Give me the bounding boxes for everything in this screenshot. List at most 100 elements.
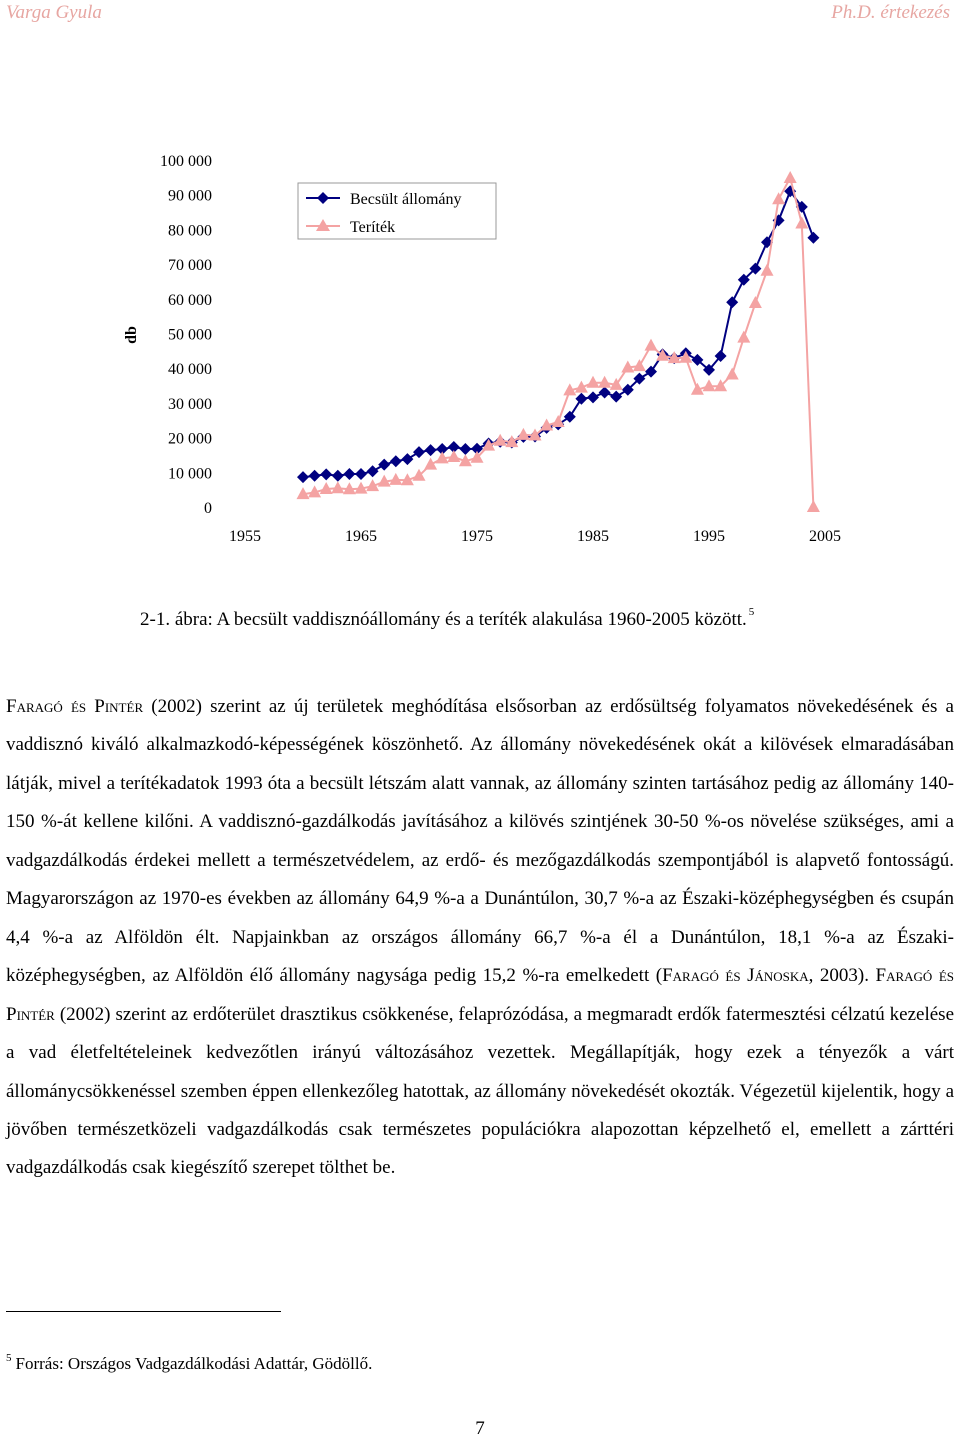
data-point: [748, 295, 762, 308]
data-point: [679, 350, 693, 363]
data-point: [378, 458, 391, 471]
data-point: [691, 353, 704, 366]
data-point: [725, 367, 739, 380]
legend-diamond-marker: [317, 192, 329, 204]
data-point: [343, 468, 356, 481]
figure-caption: 2-1. ábra: A becsült vaddisznóállomány é…: [140, 606, 754, 631]
header-title: Ph.D. értekezés: [831, 2, 950, 23]
data-point: [447, 440, 460, 453]
legend-label-becslt: Becsült állomány: [350, 191, 462, 208]
data-point: [528, 428, 542, 441]
x-tick-label: 1965: [345, 528, 377, 545]
data-point: [737, 273, 750, 286]
y-tick-label: 70 000: [168, 257, 212, 274]
data-point: [795, 216, 809, 229]
data-point: [703, 363, 715, 376]
footnote-text: Forrás: Országos Vadgazdálkodási Adattár…: [15, 1354, 373, 1373]
data-point: [761, 236, 773, 249]
body-text-1: (2002) szerint az új területek meghódítá…: [6, 696, 954, 987]
legend-triangle-marker: [316, 219, 330, 231]
data-point: [574, 380, 588, 393]
data-point: [563, 410, 576, 423]
population-chart: 0 10 000 20 000 30 000 40 000 50 000 60 000 70 …: [123, 153, 841, 545]
data-point: [598, 386, 611, 399]
data-point: [587, 391, 599, 404]
data-point: [621, 360, 635, 373]
data-point: [783, 171, 797, 184]
data-point: [377, 474, 391, 487]
data-point: [413, 446, 425, 459]
page-number: 7: [475, 1418, 485, 1439]
citation-farago-janoska: Faragó és Jánoska: [662, 965, 809, 987]
page-header: Varga Gyula Ph.D. értekezés: [0, 0, 960, 30]
x-tick-label: 1955: [229, 528, 261, 545]
data-point: [807, 231, 820, 244]
caption-text: 2-1. ábra: A becsült vaddisznóállomány é…: [140, 609, 747, 630]
data-point: [714, 379, 728, 392]
y-tick-label: 10 000: [168, 465, 212, 482]
data-point: [760, 263, 774, 276]
data-point: [551, 414, 565, 427]
data-point: [320, 468, 333, 481]
legend: Becsült állomány Teríték: [297, 182, 497, 240]
citation-farago-pinter: Faragó és Pintér: [6, 696, 144, 717]
data-point: [436, 443, 449, 456]
data-point: [575, 392, 588, 405]
data-point: [621, 383, 634, 396]
caption-footnote-ref: 5: [748, 606, 755, 618]
data-point: [471, 442, 483, 455]
data-point: [586, 375, 600, 388]
y-axis-label: db: [123, 326, 140, 344]
data-point: [667, 351, 681, 364]
data-point: [784, 185, 797, 198]
y-tick-label: 100 000: [160, 153, 212, 170]
data-point: [598, 375, 612, 388]
data-point: [366, 465, 379, 478]
data-point: [389, 455, 402, 468]
data-point: [563, 383, 577, 396]
data-point: [493, 433, 507, 446]
data-point: [412, 468, 426, 481]
data-point: [447, 450, 461, 463]
data-point: [331, 481, 345, 494]
data-point: [308, 485, 322, 498]
citation-farago-pinter-2: Faragó és Pintér: [6, 965, 954, 1025]
footnote-divider: [6, 1311, 281, 1312]
data-point: [459, 443, 472, 456]
data-point: [726, 296, 739, 309]
data-point: [424, 457, 438, 470]
body-paragraph: Faragó és Pintér (2002) szerint az új te…: [6, 688, 954, 1188]
legend-label-teritek: Teríték: [350, 219, 395, 236]
body-text-2: , 2003).: [808, 965, 876, 987]
data-point: [400, 473, 414, 486]
y-tick-label: 20 000: [168, 431, 212, 448]
data-point: [354, 481, 368, 494]
data-point: [308, 469, 321, 482]
x-tick-label: 1975: [461, 528, 493, 545]
data-point: [714, 350, 727, 363]
series-layer: [296, 171, 820, 512]
data-point: [482, 438, 496, 451]
data-point: [610, 390, 623, 403]
data-point: [424, 444, 437, 457]
y-tick-label: 40 000: [168, 361, 212, 378]
x-tick-label: 1985: [577, 528, 609, 545]
y-tick-label: 90 000: [168, 188, 212, 205]
y-tick-label: 30 000: [168, 396, 212, 413]
data-point: [540, 418, 554, 431]
footnote-number: 5: [6, 1352, 12, 1364]
data-point: [319, 481, 333, 494]
body-text-3: (2002) szerint az erdőterület drasztikus…: [6, 1003, 954, 1179]
y-tick-labels: 0 10 000 20 000 30 000 40 000 50 000 60 000 70 …: [160, 153, 212, 517]
data-point: [458, 454, 472, 467]
x-tick-label: 1995: [693, 528, 725, 545]
data-point: [366, 479, 380, 492]
data-point: [516, 427, 530, 440]
x-tick-label: 2005: [809, 528, 841, 545]
data-point: [296, 487, 310, 500]
data-point: [737, 330, 751, 343]
data-point: [505, 435, 519, 448]
header-author: Varga Gyula: [6, 2, 102, 23]
data-point: [401, 453, 414, 466]
data-point: [633, 372, 646, 385]
